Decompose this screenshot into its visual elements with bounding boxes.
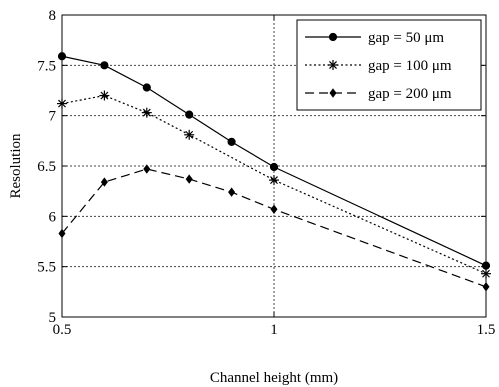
series-markers [57,52,491,292]
circle-marker [100,61,109,70]
circle-marker [269,162,279,172]
asterisk-stroke [142,108,151,117]
diamond-marker [100,177,108,187]
asterisk-stroke [329,61,337,69]
circle-marker [185,110,194,119]
diamond-marker [329,88,337,98]
diamond-marker [58,228,66,239]
legend-label-2: gap = 100 μm [368,58,452,74]
circle-marker [57,52,67,61]
diamond-marker [270,204,278,214]
legend-label-1: gap = 50 μm [368,30,444,46]
x-tick-label: 1 [270,322,278,338]
diamond-marker [482,282,490,292]
asterisk-stroke [100,91,109,100]
y-tick-label: 7 [49,109,57,125]
legend: gap = 50 μm gap = 100 μm gap = 200 μm [296,19,482,111]
x-axis-label: Channel height (mm) [210,370,338,386]
diamond-marker [228,187,236,197]
x-tick-label: 0.5 [53,322,72,338]
asterisk-stroke [58,99,66,108]
circle-marker [142,83,151,92]
asterisk-marker [269,175,279,186]
y-tick-label: 7.5 [37,58,56,74]
asterisk-stroke [482,269,490,278]
asterisk-marker [184,129,195,140]
x-tick-label: 1.5 [477,322,496,338]
series-line-2 [61,94,487,275]
circle-marker [481,261,491,270]
circle-marker [227,137,236,146]
diamond-marker [143,164,151,174]
y-tick-label: 8 [49,8,57,24]
asterisk-stroke [270,176,278,185]
y-tick-label: 6.5 [37,159,56,175]
tick-labels: 0.5 1 1.5 5 5.5 6 6.5 7 7.5 8 [37,8,495,338]
asterisk-marker [328,60,338,70]
asterisk-marker [57,98,67,109]
circle-marker [328,32,338,42]
legend-label-3: gap = 200 μm [368,86,452,102]
y-tick-label: 5.5 [37,260,56,276]
y-tick-label: 5 [49,310,57,326]
asterisk-marker [141,107,152,118]
asterisk-stroke [185,130,194,139]
diamond-marker [185,174,193,184]
y-axis-label: Resolution [8,133,24,199]
y-tick-label: 6 [49,209,57,225]
asterisk-marker [99,90,110,101]
asterisk-marker [481,268,491,279]
